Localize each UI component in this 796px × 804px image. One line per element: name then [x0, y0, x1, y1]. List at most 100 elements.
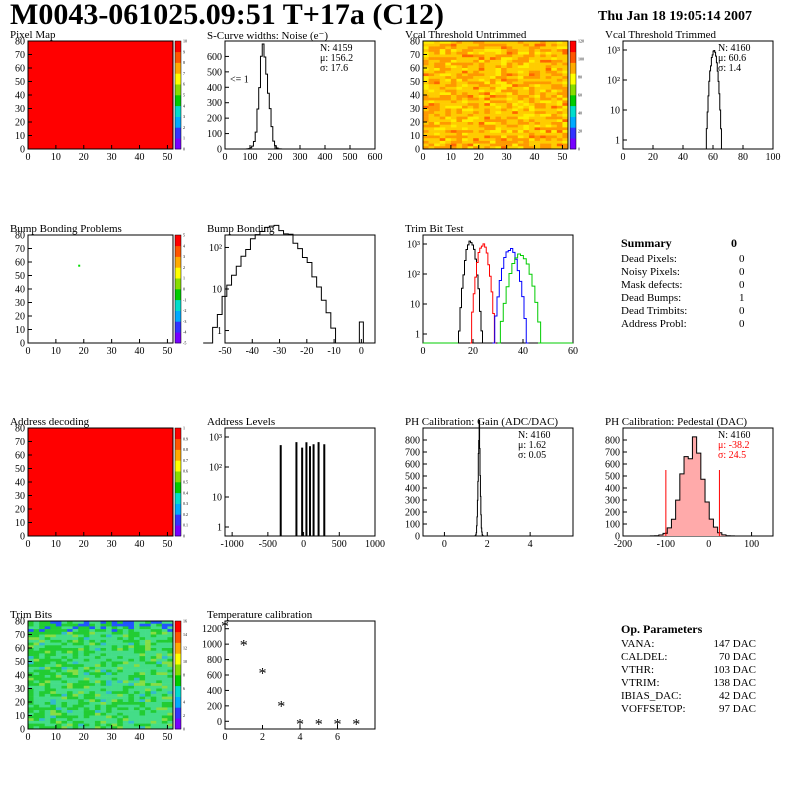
heatmap-cell — [428, 41, 435, 44]
heatmap-cell — [517, 113, 524, 117]
heatmap-cell — [556, 119, 563, 123]
heatmap-cell — [512, 130, 519, 134]
heatmap-cell — [106, 710, 112, 714]
heatmap-cell — [33, 656, 40, 660]
heatmap-cell — [78, 723, 85, 727]
heatmap-cell — [44, 696, 51, 700]
heatmap-cell — [473, 73, 480, 77]
heatmap-cell — [133, 650, 140, 654]
heatmap-cell — [156, 712, 163, 716]
heatmap-cell — [139, 648, 146, 651]
heatmap-cell — [133, 629, 140, 633]
heatmap-cell — [139, 656, 146, 660]
heatmap-cell — [462, 49, 468, 53]
chart-title: Address Levels — [207, 416, 276, 428]
heatmap-cell — [117, 683, 124, 687]
heatmap-cell — [33, 672, 40, 676]
heatmap-cell — [55, 675, 62, 678]
heatmap-cell — [50, 666, 57, 670]
heatmap-cell — [106, 683, 112, 687]
heatmap-cell — [83, 629, 90, 633]
heatmap-cell — [562, 49, 569, 53]
heatmap-cell — [551, 122, 558, 125]
heatmap-cell — [39, 645, 46, 649]
histogram-bars — [649, 436, 735, 537]
heatmap-cell — [484, 59, 491, 63]
heatmap-cell — [167, 637, 174, 641]
heatmap-cell — [44, 650, 51, 654]
heatmap-cell — [111, 661, 118, 665]
heatmap-cell — [534, 89, 541, 93]
heatmap-cell — [156, 707, 163, 711]
heatmap-cell — [523, 119, 530, 123]
heatmap-cell — [528, 132, 535, 136]
heatmap-cell — [523, 70, 530, 74]
heatmap-cell — [556, 103, 563, 107]
heatmap-cell — [512, 51, 519, 55]
heatmap-cell — [434, 100, 441, 104]
heatmap-cell — [83, 688, 90, 692]
heatmap-cell — [495, 113, 502, 117]
heatmap-cell — [562, 43, 569, 47]
heatmap-cell — [489, 73, 496, 77]
heatmap-cell — [139, 642, 146, 646]
z-tick-label: 0 — [183, 287, 185, 292]
heatmap-cell — [33, 683, 40, 687]
color-scale-band — [175, 73, 181, 85]
heatmap-cell — [161, 621, 168, 624]
heatmap-cell — [462, 76, 468, 80]
heatmap-cell — [506, 62, 513, 66]
heatmap-cell — [523, 86, 530, 90]
heatmap-cell — [501, 92, 507, 96]
heatmap-cell — [517, 49, 524, 53]
heatmap-cell — [528, 84, 535, 88]
heatmap-cell — [133, 715, 140, 719]
heatmap-cell — [528, 81, 535, 85]
heatmap-cell — [111, 712, 118, 716]
heatmap-cell — [78, 704, 85, 708]
heatmap-cell — [528, 65, 535, 69]
heatmap-cell — [506, 130, 513, 134]
heatmap-cell — [133, 621, 140, 624]
heatmap-cell — [528, 78, 535, 82]
heatmap-cell — [467, 132, 474, 136]
heatmap-cell — [145, 688, 151, 692]
heatmap-cell — [439, 84, 446, 88]
heatmap-cell — [439, 41, 446, 44]
heatmap-cell — [94, 715, 101, 719]
heatmap-cell — [139, 639, 146, 643]
y-tick-label: 40 — [15, 91, 25, 102]
heatmap-cell — [556, 132, 563, 136]
heatmap-cell — [139, 704, 146, 708]
heatmap-cell — [28, 631, 34, 635]
y-tick-label: 1 — [415, 330, 420, 341]
heatmap-cell — [122, 631, 129, 635]
heatmap-cell — [83, 696, 90, 700]
y-tick-label: 10³ — [407, 240, 420, 251]
heatmap-cell — [89, 658, 96, 662]
heatmap-cell — [445, 59, 452, 63]
heatmap-cell — [161, 661, 168, 665]
y-tick-label: 20 — [15, 698, 25, 709]
heatmap-cell — [473, 76, 480, 80]
heatmap-cell — [534, 57, 541, 61]
heatmap-cell — [534, 92, 541, 96]
heatmap-cell — [506, 105, 513, 109]
heatmap-cell — [78, 718, 85, 722]
heatmap-cell — [545, 132, 552, 136]
heatmap-cell — [50, 693, 57, 697]
heatmap-cell — [122, 683, 129, 687]
heatmap-cell — [551, 103, 558, 107]
heatmap-cell — [100, 642, 107, 646]
heatmap-cell — [72, 685, 79, 689]
heatmap-cell — [83, 658, 90, 662]
y-tick-label: 60 — [15, 258, 25, 269]
heatmap-cell — [478, 92, 485, 96]
heatmap-cell — [467, 51, 474, 55]
heatmap-cell — [528, 100, 535, 104]
heatmap-cell — [167, 653, 174, 657]
heatmap-cell — [161, 656, 168, 660]
heatmap-cell — [423, 124, 429, 128]
heatmap-cell — [467, 116, 474, 120]
heatmap-cell — [139, 623, 146, 627]
